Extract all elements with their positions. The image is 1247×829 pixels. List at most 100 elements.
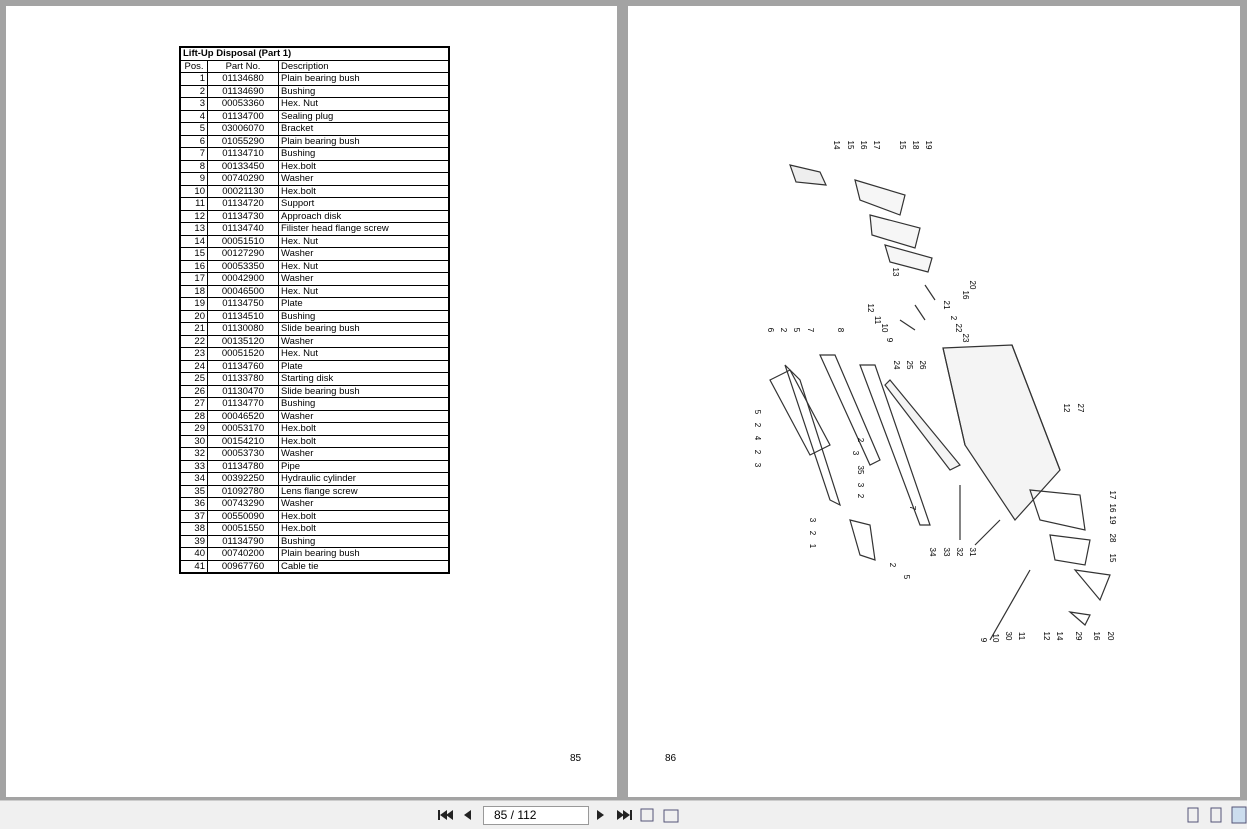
callout-label: 16 [1092,632,1101,641]
callout-label: 18 [911,141,920,150]
table-row: 17 00042900 Washer [179,272,450,286]
callout-label: 10 [991,634,1000,643]
callout-label: 17 [1108,491,1117,500]
page-input[interactable]: 85 / 112 [483,806,589,825]
table-row: 11 01134720 Support [179,197,450,211]
callout-label: 28 [1108,534,1117,543]
table-row: 40 00740200 Plain bearing bush [179,547,450,561]
callout-label: 29 [1074,632,1083,641]
callout-label: 16 [1108,504,1117,513]
table-row: 4 01134700 Sealing plug [179,109,450,123]
callout-label: 27 [1076,404,1085,413]
callout-label: 1 [808,544,817,549]
callout-label: 2 [808,531,817,536]
callout-label: 2 [856,494,865,499]
table-row: 23 00051520 Hex. Nut [179,347,450,361]
table-cell: 00967760 [207,559,279,574]
callout-label: 11 [1017,632,1026,641]
table-row: 9 00740290 Washer [179,172,450,186]
callout-label: 34 [928,548,937,557]
callout-label: 2 [856,438,865,443]
callout-label: 23 [961,334,970,343]
callout-label: 33 [942,548,951,557]
callout-label: 2 [779,328,788,333]
callout-label: 26 [918,361,927,370]
callout-label: 5 [753,410,762,415]
callout-label: 25 [905,361,914,370]
callout-label: 8 [836,328,845,333]
callout-label: 2 [753,450,762,455]
callout-label: 9 [979,638,988,643]
callout-label: 3 [856,483,865,488]
last-page-button[interactable] [617,810,632,820]
table-row: 22 00135120 Washer [179,334,450,348]
callout-label: 20 [968,281,977,290]
callout-label: 13 [891,268,900,277]
fit-button[interactable] [640,808,654,822]
callout-label: 30 [1004,632,1013,641]
zoom-button[interactable] [663,809,679,823]
callout-label: 12 [866,304,875,313]
first-page-button[interactable] [438,810,453,820]
continuous-view[interactable] [1210,807,1222,823]
callout-label: 5 [902,575,911,580]
callout-label: 2 [949,316,958,321]
table-row: 37 00550090 Hex.bolt [179,509,450,523]
callout-label: 7 [806,328,815,333]
callout-label: 20 [1106,632,1115,641]
table-cell: 41 [179,559,208,574]
table-row: 30 00154210 Hex.bolt [179,434,450,448]
next-page-button[interactable] [597,810,604,820]
callout-label: 22 [954,324,963,333]
callout-label: 4 [753,436,762,441]
callout-label: 21 [942,301,951,310]
table-row: 5 03006070 Bracket [179,122,450,136]
view-buttons [640,806,1247,824]
table-row: 35 01092780 Lens flange screw [179,484,450,498]
table-row: 33 01134780 Pipe [179,459,450,473]
table-row: 2 01134690 Bushing [179,84,450,98]
callout-label: 10 [880,324,889,333]
page-field-text: 85 / 112 [494,808,537,822]
page-number: 86 [665,753,677,764]
callout-label: 12 [1042,632,1051,641]
callout-label: 16 [859,141,868,150]
callout-label: 7 [908,506,917,511]
callout-label: 11 [873,316,882,325]
table-row: 28 00046520 Washer [179,409,450,423]
callout-label: 14 [832,141,841,150]
toolbar-icons [438,806,1247,824]
callout-label: 31 [968,548,977,557]
callout-label: 3 [808,518,817,523]
callout-label: 2 [753,423,762,428]
parts-table: Lift-Up Disposal (Part 1) Pos. Part No. De… [179,46,450,574]
prev-page-button[interactable] [464,810,471,820]
table-row: 41 00967760 Cable tie [179,559,450,574]
diagram-drawing [769,164,1111,641]
table-row: 26 01130470 Slide bearing bush [179,384,450,398]
callout-label: 24 [892,361,901,370]
table-cell: Hex.bolt [278,422,450,436]
callout-label: 15 [846,141,855,150]
callout-label: 3 [851,451,860,456]
table-row: 34 00392250 Hydraulic cylinder [179,472,450,486]
callout-label: 12 [1062,404,1071,413]
callout-label: 16 [961,291,970,300]
table-row: 6 01055290 Plain bearing bush [179,134,450,148]
table-row: 29 00053170 Hex.bolt [179,422,450,436]
callout-label: 32 [955,548,964,557]
page-number: 85 [570,753,582,764]
toolbar: 85 / 112 [0,800,1247,829]
two-page-view[interactable] [1231,806,1247,824]
table-row: 7 01134710 Bushing [179,147,450,161]
table-row: 32 00053730 Washer [179,447,450,461]
page-right: 86 [628,6,1240,797]
callout-label: 35 [856,466,865,475]
callout-label: 17 [872,141,881,150]
table-title: Lift-Up Disposal (Part 1) [179,46,450,61]
callout-label: 5 [792,328,801,333]
single-page-view[interactable] [1187,807,1199,823]
table-cell: Cable tie [278,559,450,574]
table-row: 27 01134770 Bushing [179,397,450,411]
